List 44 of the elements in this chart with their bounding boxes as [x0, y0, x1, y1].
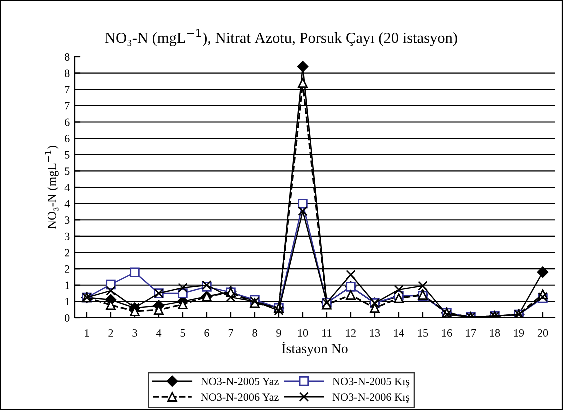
- legend-label: NO3-N-2006 Yaz: [201, 394, 279, 402]
- x-axis-title: İstasyon No: [282, 342, 348, 356]
- x-tick-label: 16: [442, 329, 452, 337]
- x-tick-label: 17: [466, 329, 476, 337]
- chart-title: NO₃-N (mgL$^{−1}$), Nitrat Azotu, Porsuk Çayı (20 istasyon): [105, 29, 458, 46]
- legend-label: NO3-N-2006 Kış: [332, 394, 410, 404]
- y-tick-label: 3: [65, 216, 70, 224]
- x-tick-label: 18: [490, 329, 500, 337]
- x-tick-label: 10: [298, 329, 308, 337]
- x-tick-label: 2: [108, 329, 114, 337]
- y-tick-label: 4: [64, 200, 70, 208]
- x-tick-label: 5: [180, 330, 186, 337]
- y-axis-title: NO₃-N (mgL$^{−1}$): [45, 146, 59, 230]
- x-tick-label: 3: [132, 329, 138, 337]
- x-tick-label: 20: [538, 329, 548, 337]
- y-tick-label: 4: [64, 184, 70, 192]
- y-tick-label: 2: [65, 266, 70, 273]
- x-tick-label: 13: [370, 329, 380, 337]
- y-tick-label: 7: [65, 102, 70, 110]
- y-tick-label: 2: [65, 249, 70, 257]
- x-tick-label: 9: [276, 329, 282, 337]
- x-tick-label: 14: [394, 329, 404, 337]
- y-tick-label: 8: [65, 53, 70, 61]
- x-tick-label: 4: [156, 330, 162, 337]
- y-tick-label: 8: [65, 70, 70, 78]
- x-tick-label: 6: [204, 329, 210, 337]
- x-tick-label: 11: [322, 329, 332, 337]
- y-tick-label: 5: [65, 151, 70, 159]
- x-tick-label: 15: [418, 329, 428, 337]
- x-tick-label: 1: [85, 329, 90, 337]
- legend-label: NO3-N-2005 Yaz: [201, 378, 279, 386]
- y-tick-label: 5: [65, 168, 70, 176]
- x-tick-label: 8: [252, 329, 258, 337]
- y-tick-label: 1: [66, 282, 70, 290]
- y-tick-label: 1: [66, 298, 70, 306]
- y-tick-label: 7: [65, 86, 70, 94]
- y-tick-label: 6: [65, 135, 70, 143]
- x-tick-label: 7: [228, 330, 234, 337]
- x-tick-label: 19: [514, 329, 524, 337]
- y-tick-label: 3: [65, 232, 70, 240]
- y-tick-label: 0: [65, 314, 70, 322]
- y-tick-label: 6: [65, 118, 70, 126]
- legend-label: NO3-N-2005 Kış: [332, 378, 410, 388]
- x-tick-label: 12: [346, 329, 356, 337]
